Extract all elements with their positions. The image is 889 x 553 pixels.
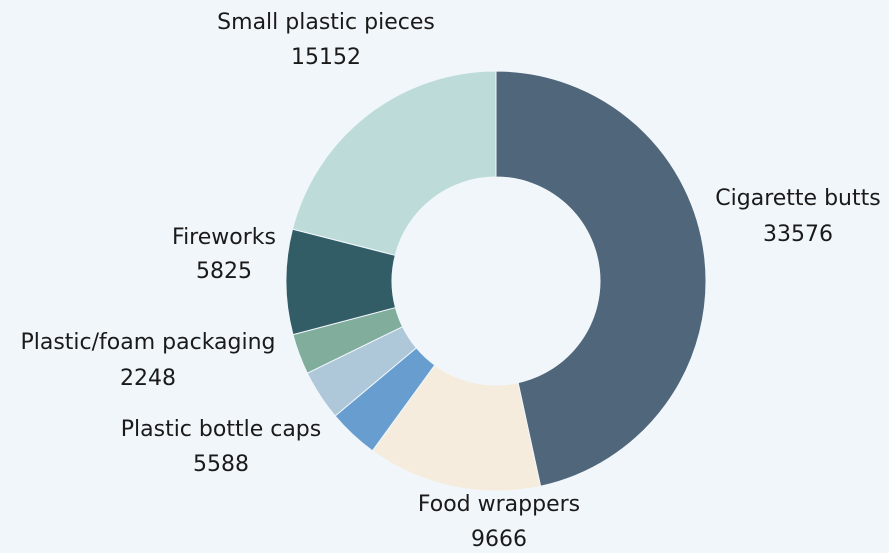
- label-food-wrappers: Food wrappers: [418, 492, 580, 517]
- value-food-wrappers: 9666: [471, 527, 527, 552]
- value-plastic-foam-packaging: 2248: [120, 366, 176, 391]
- value-cigarette-butts: 33576: [763, 222, 833, 247]
- value-small-plastic-pieces: 15152: [291, 45, 361, 70]
- value-plastic-bottle-caps: 5588: [193, 452, 249, 477]
- label-small-plastic-pieces: Small plastic pieces: [217, 10, 435, 35]
- value-fireworks: 5825: [196, 259, 252, 284]
- slice-small-plastic-pieces: [291, 70, 497, 256]
- label-fireworks: Fireworks: [172, 225, 276, 250]
- label-plastic-foam-packaging: Plastic/foam packaging: [20, 330, 275, 355]
- label-plastic-bottle-caps: Plastic bottle caps: [121, 417, 321, 442]
- label-cigarette-butts: Cigarette butts: [715, 186, 880, 211]
- slice-cigarette-butts: [495, 70, 707, 487]
